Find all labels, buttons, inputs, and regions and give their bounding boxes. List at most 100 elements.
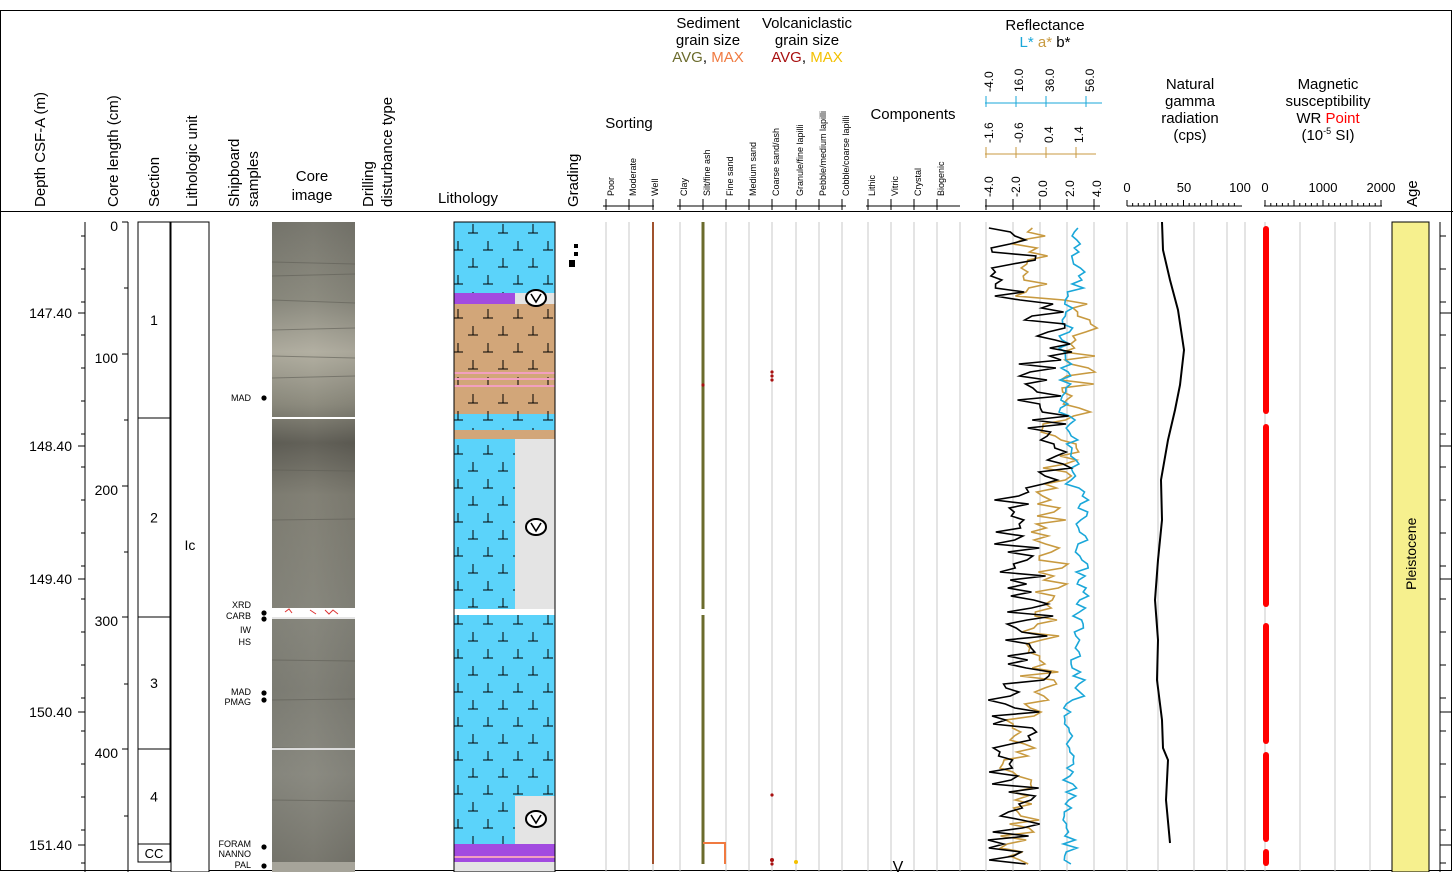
ms-wr-label: WR [1296, 110, 1325, 127]
sorting-tick-poor: Poor [606, 177, 616, 196]
reflectance-b-trace [987, 227, 1074, 865]
a-tick-label: -1.6 [982, 122, 996, 143]
section-label: 1 [150, 312, 158, 328]
reflectance-a-trace [998, 227, 1099, 865]
body-gridlines [605, 222, 1371, 872]
length-tick-label: 100 [95, 350, 119, 366]
header-lithology: Lithology [438, 190, 499, 207]
component-tick-label: Vitric [890, 176, 900, 196]
length-tick-label: 300 [95, 613, 119, 629]
ms-tick-label: 0 [1261, 180, 1268, 195]
header-core-image-2: image [292, 187, 333, 204]
refl-L-label: L* [1020, 34, 1034, 51]
header-shipboard-samples-2: samples [245, 151, 262, 207]
header-disturbance-1: Drilling [360, 161, 377, 207]
ms-axis: 0 1000 2000 [1261, 180, 1396, 207]
lithology-column [453, 221, 556, 872]
header-core-image-1: Core [296, 168, 329, 185]
section-label: CC [145, 846, 164, 861]
header-disturbance-2: disturbance type [379, 97, 396, 207]
sed-avg-label: AVG [672, 49, 703, 66]
depth-tick-label: 149.40 [29, 571, 72, 587]
ngr-axis: 0 50 100 [1123, 180, 1251, 207]
section-box [137, 221, 171, 419]
sed-sep: , [703, 49, 711, 66]
length-tick-label: 0 [110, 218, 118, 234]
section-column: 1 2 3 4 CC [137, 221, 171, 863]
ngr-tick-label: 0 [1123, 180, 1130, 195]
core-image [271, 222, 356, 872]
grain-tick-label: Medium sand [748, 142, 758, 196]
sample-label: FORAM [219, 839, 252, 849]
sed-grain-title-1: Sediment [676, 15, 740, 32]
reflectance-legend: L* a* b* [1020, 34, 1071, 51]
ms-title-1: Magnetic [1298, 76, 1359, 93]
header-age: Age [1404, 180, 1421, 207]
ms-unit-pre: (10 [1301, 127, 1323, 144]
sample-dot [261, 395, 267, 401]
depth-axis: 147.40 148.40 149.40 150.40 151.40 [29, 222, 86, 872]
depth-tick-label: 147.40 [29, 305, 72, 321]
sorting-tick-moderate: Moderate [628, 158, 638, 196]
age-box [1391, 221, 1430, 872]
header-core-length: Core length (cm) [105, 95, 122, 207]
volc-grain-title-2: grain size [775, 32, 839, 49]
depth-tick-label: 150.40 [29, 704, 72, 720]
ms-unit: (10-5 SI) [1301, 126, 1354, 144]
sed-grain-title-2: grain size [676, 32, 740, 49]
b-tick-label: 0.0 [1036, 180, 1050, 197]
grain-tick-label: Cobble/coarse lapilli [841, 115, 851, 196]
ms-point-segment [1263, 752, 1269, 842]
ms-point-segment [1263, 849, 1269, 866]
ms-point-segment [1263, 424, 1269, 607]
sample-label: XRD [232, 600, 252, 610]
b-tick-label: -4.0 [982, 176, 996, 197]
core-length-axis: 0 100 200 300 400 [95, 218, 129, 872]
L-tick-label: 56.0 [1083, 68, 1097, 92]
sample-label: CARB [226, 611, 251, 621]
grading-symbol [569, 244, 578, 267]
sample-dot [261, 610, 267, 616]
L-tick-label: 36.0 [1043, 68, 1057, 92]
section-label: 3 [150, 675, 158, 691]
sample-label: PAL [235, 860, 251, 870]
header-reflectance: Reflectance [1005, 17, 1084, 34]
ms-point-segment [1263, 623, 1269, 744]
section-label: 4 [150, 789, 158, 805]
sample-label: PMAG [224, 697, 251, 707]
right-edge-ticks [1439, 222, 1452, 872]
volc-max-label: MAX [810, 49, 843, 66]
sample-dot [261, 697, 267, 703]
ngr-tick-label: 50 [1177, 180, 1191, 195]
depth-tick-label: 148.40 [29, 438, 72, 454]
header-section: Section [146, 157, 163, 207]
length-tick-label: 400 [95, 745, 119, 761]
sorting-axis: Poor Moderate Well [603, 158, 660, 210]
ngr-trace [1153, 221, 1186, 844]
a-tick-label: -0.6 [1012, 122, 1026, 143]
header-grading: Grading [565, 154, 582, 207]
volc-sep: , [802, 49, 810, 66]
ms-tick-label: 1000 [1309, 180, 1338, 195]
a-tick-label: 1.4 [1072, 126, 1086, 143]
section-label: 2 [150, 510, 158, 526]
ms-title-2: susceptibility [1285, 93, 1371, 110]
header-lithologic-unit: Lithologic unit [184, 114, 201, 207]
volcanic-glass-symbols [525, 289, 547, 828]
ms-unit-exp: -5 [1323, 126, 1331, 136]
ms-title-3: WR Point [1296, 110, 1360, 127]
sample-dot [261, 844, 267, 850]
sample-label: HS [238, 637, 251, 647]
refl-b-label: b* [1056, 34, 1070, 51]
ms-tick-label: 2000 [1367, 180, 1396, 195]
sample-label: NANNO [218, 849, 251, 859]
column-headers: Depth CSF-A (m) Core length (cm) Section… [32, 15, 1421, 210]
section-box [137, 843, 171, 863]
component-tick-label: Crystal [913, 168, 923, 196]
section-box [137, 748, 171, 845]
sed-max-label: MAX [711, 49, 744, 66]
L-tick-label: -4.0 [982, 71, 996, 92]
ngr-title-2: gamma [1165, 93, 1216, 110]
volc-grain-title-1: Volcaniclastic [762, 15, 853, 32]
